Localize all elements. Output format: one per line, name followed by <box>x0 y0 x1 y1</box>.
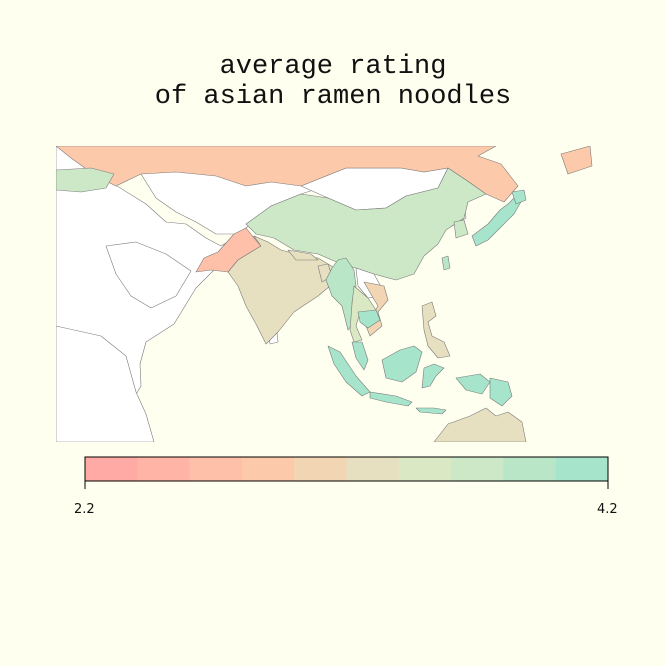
legend-swatch <box>398 457 452 481</box>
region-russia <box>56 146 519 203</box>
title-line-2: of asian ramen noodles <box>154 82 512 112</box>
asia-map <box>56 146 593 442</box>
arabia-no-data <box>105 241 192 309</box>
region-borneo <box>381 345 423 383</box>
region-japan <box>471 195 523 247</box>
region-taiwan <box>441 255 451 271</box>
legend-swatch <box>451 457 504 481</box>
region-nepal <box>287 249 319 261</box>
legend-swatch <box>137 457 190 481</box>
chart-title: average rating of asian ramen noodles <box>0 52 666 112</box>
region-java <box>369 391 413 407</box>
region-russia-east <box>560 146 593 175</box>
region-philippines <box>421 301 451 359</box>
region-papua-new-guinea <box>489 377 513 407</box>
legend-max-label: 4.2 <box>597 502 618 517</box>
legend-swatch <box>241 457 295 481</box>
region-lesser-sunda <box>415 407 447 415</box>
legend-swatch <box>555 457 609 481</box>
legend-swatch <box>294 457 347 481</box>
region-kazakhstan <box>56 167 115 193</box>
legend-swatch <box>189 457 243 481</box>
region-japan-north <box>511 189 527 205</box>
legend-swatch <box>346 457 400 481</box>
region-south-korea <box>453 219 469 239</box>
legend-frame <box>84 456 609 482</box>
region-sulawesi <box>421 363 445 389</box>
africa-no-data <box>56 325 155 442</box>
region-papua-indonesia <box>455 373 491 395</box>
legend-swatch <box>85 457 138 481</box>
legend-swatch <box>503 457 556 481</box>
region-malaysia-peninsula <box>351 341 369 371</box>
legend-min-label: 2.2 <box>74 502 95 517</box>
region-sumatra <box>327 345 371 397</box>
region-cambodia <box>357 309 381 329</box>
title-line-1: average rating <box>219 52 447 82</box>
region-australia <box>433 407 527 442</box>
